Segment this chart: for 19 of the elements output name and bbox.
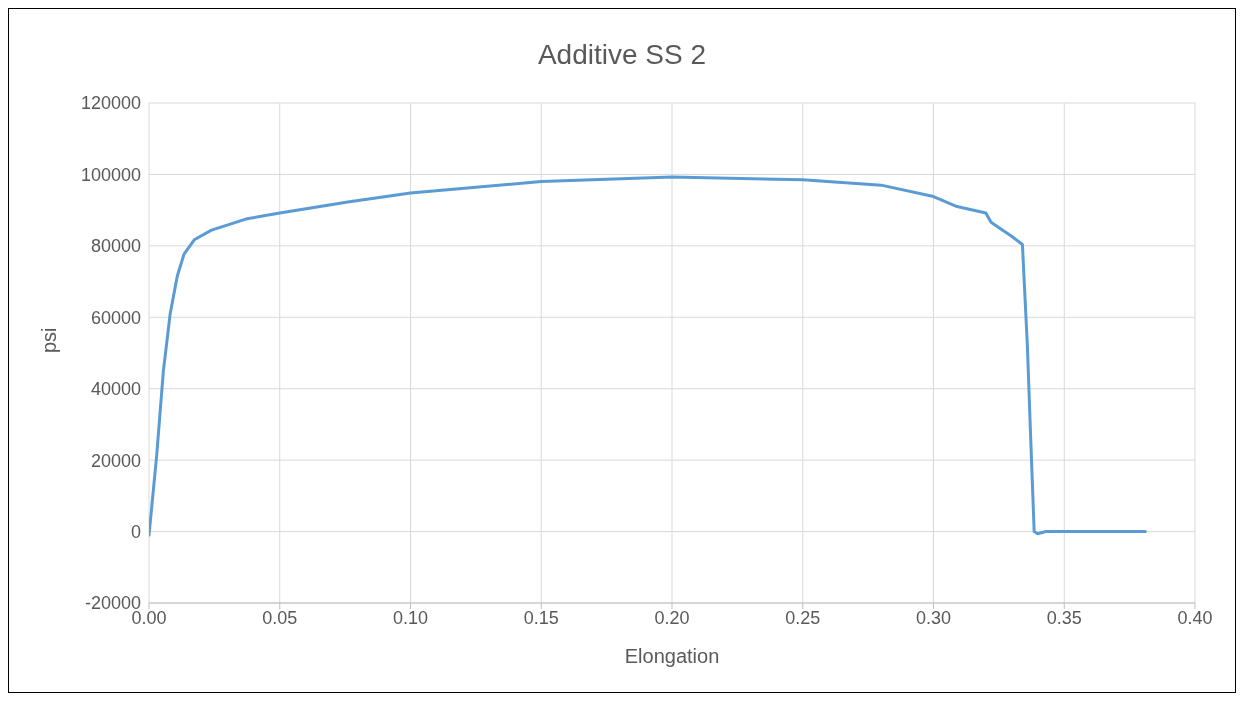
- line-series: [149, 175, 1147, 537]
- y-tick-label: 40000: [90, 379, 141, 400]
- y-tick-label: 80000: [90, 236, 141, 257]
- y-axis-title: psi: [38, 327, 61, 353]
- y-tick-label: 120000: [80, 93, 141, 114]
- chart-title: Additive SS 2: [536, 39, 708, 72]
- x-axis-title: Elongation: [624, 645, 720, 667]
- x-tick-label: 0.10: [392, 607, 429, 628]
- y-tick-label: 0: [130, 521, 141, 542]
- x-tick-label: 0.20: [654, 607, 690, 628]
- y-tick-label: 100000: [80, 164, 141, 185]
- x-tick-label: 0.35: [1046, 607, 1082, 628]
- x-tick-label: 0.15: [523, 607, 559, 628]
- x-tick-label: 0.40: [1177, 607, 1213, 628]
- x-tick-label: 0.05: [262, 607, 298, 628]
- y-tick-label: 60000: [90, 307, 141, 328]
- x-tick-label: 0.25: [785, 607, 821, 628]
- x-tick-label: 0.30: [915, 607, 952, 628]
- y-tick-label: 20000: [90, 450, 141, 471]
